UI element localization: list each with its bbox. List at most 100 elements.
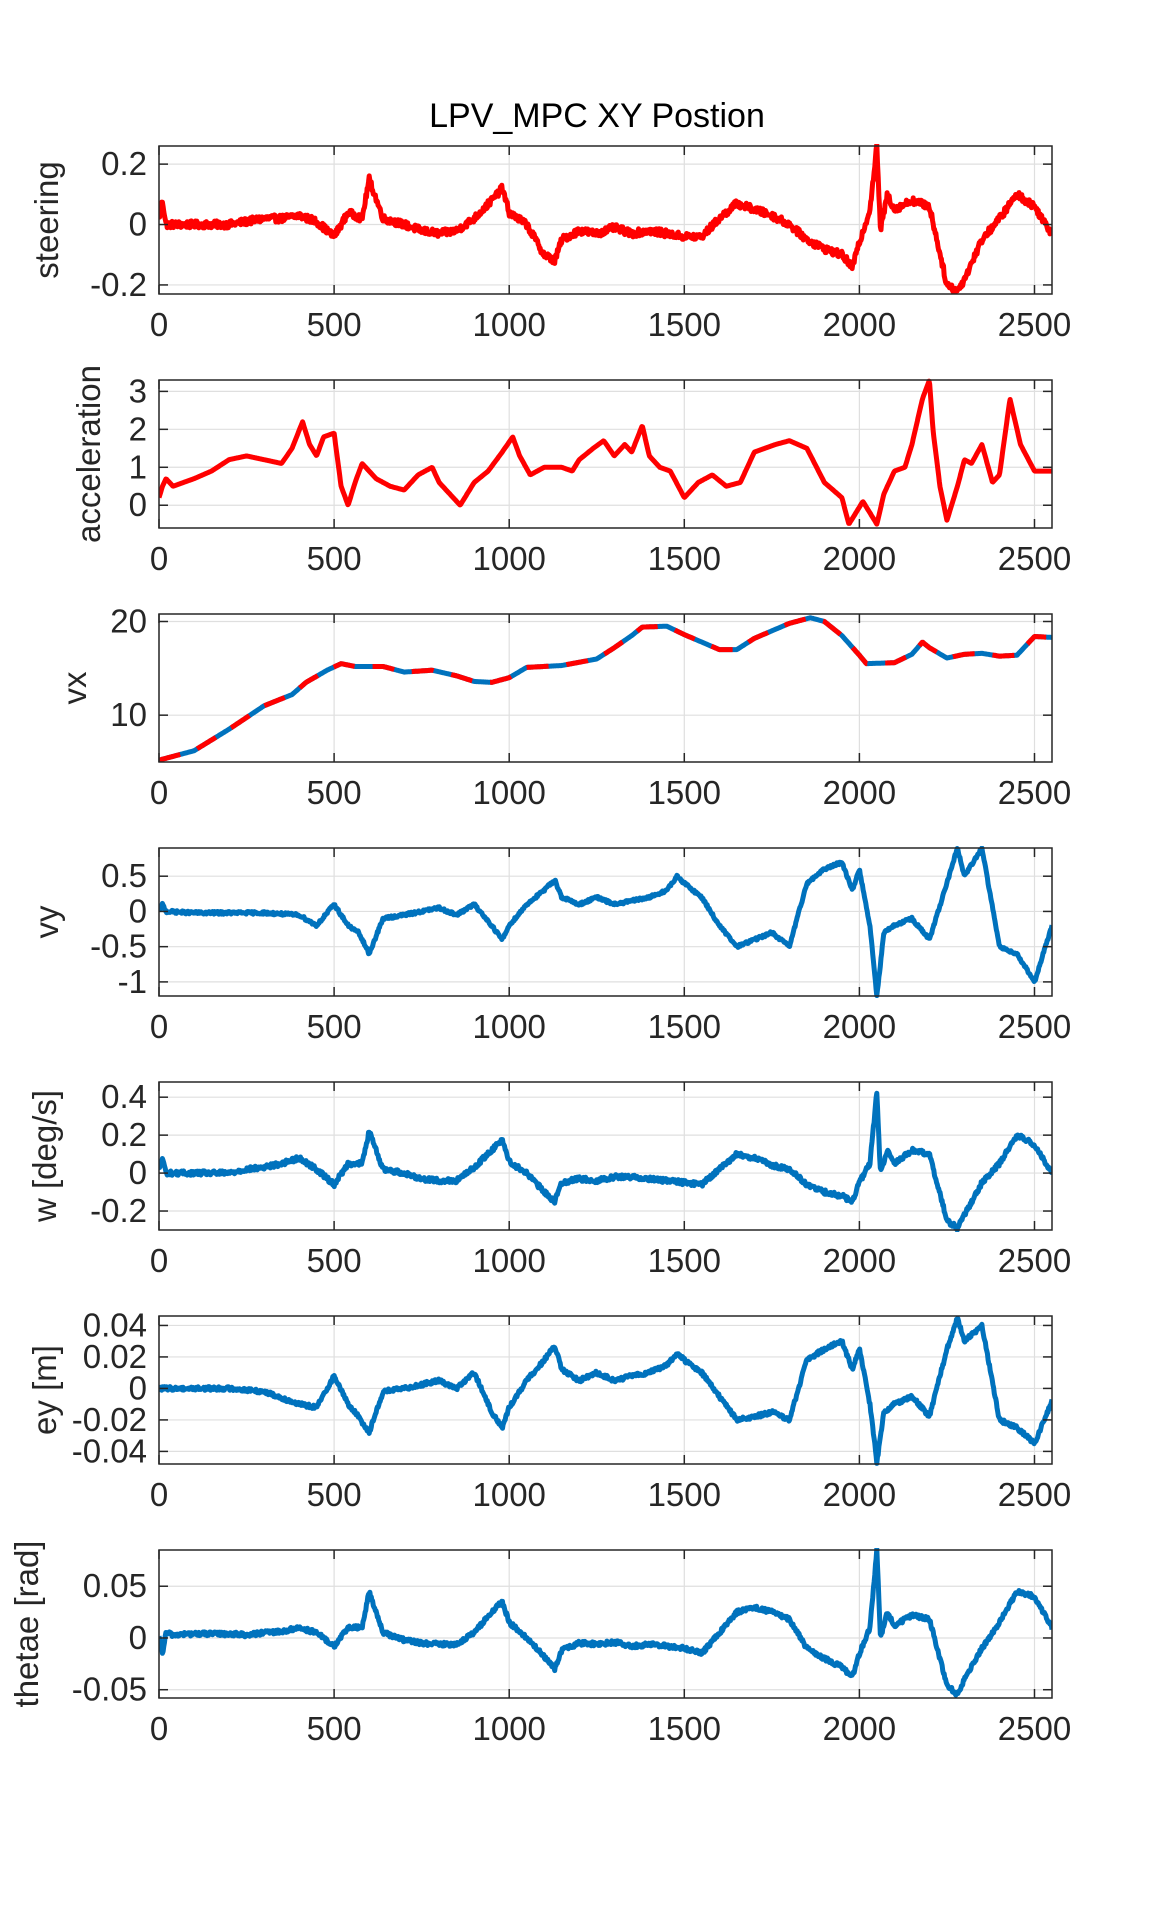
series-line-vx-reference (159, 615, 1052, 763)
x-tick-label: 2500 (998, 1008, 1071, 1045)
y-tick-label: 10 (110, 696, 147, 733)
y-tick-label: -0.5 (90, 928, 147, 965)
axes-box (158, 847, 1053, 997)
y-tick-label: 0 (129, 1154, 147, 1191)
x-tick-label: 2000 (823, 1476, 896, 1513)
y-tick-label: 0.05 (83, 1567, 147, 1604)
x-tick-label: 0 (150, 1008, 168, 1045)
x-tick-label: 1500 (648, 540, 721, 577)
series-line-ey (159, 1316, 1052, 1466)
y-tick-label: -1 (118, 963, 147, 1000)
y-tick-label: -0.2 (90, 1192, 147, 1229)
y-tick-label: 0 (129, 486, 147, 523)
y-axis-label: acceleration (70, 365, 107, 543)
x-tick-label: 500 (307, 1008, 362, 1045)
axes-box (158, 145, 1053, 295)
x-tick-label: 2000 (823, 540, 896, 577)
x-tick-label: 0 (150, 306, 168, 343)
y-tick-label: 3 (129, 372, 147, 409)
x-tick-label: 2000 (823, 306, 896, 343)
y-tick-label: -0.04 (72, 1432, 147, 1469)
plot-area (159, 848, 1052, 996)
y-tick-label: 1 (129, 448, 147, 485)
y-axis-label: ey [m] (26, 1345, 63, 1435)
y-axis-label: w [deg/s] (26, 1090, 63, 1223)
series-line-steering (159, 144, 1052, 295)
subplot-vx: 0 500 1000 1500 2000 2500 10 20 vx (56, 602, 1071, 811)
x-tick-label: 1000 (472, 1476, 545, 1513)
x-tick-label: 1500 (648, 1476, 721, 1513)
y-tick-label: 0 (129, 1369, 147, 1406)
y-tick-label: -0.05 (72, 1671, 147, 1708)
y-axis-label: thetae [rad] (8, 1541, 45, 1708)
y-tick-label: 2 (129, 410, 147, 447)
subplot-vy: 0 500 1000 1500 2000 2500-1-0.500.5vy (28, 846, 1071, 1045)
y-tick-label: 0.2 (101, 145, 147, 182)
y-tick-label: 20 (110, 602, 147, 639)
y-tick-label: 0.4 (101, 1078, 147, 1115)
x-tick-label: 1500 (648, 1008, 721, 1045)
x-tick-label: 500 (307, 306, 362, 343)
x-tick-label: 2500 (998, 540, 1071, 577)
axes-box (158, 379, 1053, 529)
axes-box (158, 1315, 1053, 1465)
y-axis-label: vx (56, 671, 93, 705)
series-line-w (159, 1090, 1052, 1232)
x-tick-label: 0 (150, 774, 168, 811)
x-tick-label: 1500 (648, 1710, 721, 1747)
y-tick-label: 0 (129, 1619, 147, 1656)
x-tick-label: 2500 (998, 1242, 1071, 1279)
series-line-vy (159, 846, 1052, 998)
y-tick-label: 0.5 (101, 857, 147, 894)
series-line-thetae (159, 1548, 1052, 1698)
x-tick-label: 500 (307, 774, 362, 811)
x-tick-label: 2000 (823, 1008, 896, 1045)
x-tick-label: 1000 (472, 1242, 545, 1279)
y-tick-label: -0.2 (90, 266, 147, 303)
x-tick-label: 0 (150, 1710, 168, 1747)
plot-area (159, 1550, 1052, 1698)
y-tick-label: 0 (129, 892, 147, 929)
x-tick-label: 500 (307, 540, 362, 577)
x-tick-label: 1000 (472, 1710, 545, 1747)
x-tick-label: 2500 (998, 774, 1071, 811)
x-tick-label: 500 (307, 1710, 362, 1747)
x-tick-label: 2500 (998, 306, 1071, 343)
x-tick-label: 0 (150, 1242, 168, 1279)
y-axis-label: steering (28, 161, 65, 278)
y-tick-label: -0.02 (72, 1401, 147, 1438)
axes-box (158, 1549, 1053, 1699)
y-axis-label: vy (28, 905, 65, 939)
x-tick-label: 2000 (823, 1710, 896, 1747)
axes-box (158, 613, 1053, 763)
subplot-ey: 0 500 1000 1500 2000 2500-0.04-0.0200.020.04e… (26, 1306, 1071, 1513)
plot-area (159, 380, 1052, 528)
x-tick-label: 1500 (648, 774, 721, 811)
x-tick-label: 1000 (472, 774, 545, 811)
x-tick-label: 1000 (472, 1008, 545, 1045)
x-tick-label: 1000 (472, 306, 545, 343)
x-tick-label: 0 (150, 540, 168, 577)
x-tick-label: 2500 (998, 1476, 1071, 1513)
x-tick-label: 2500 (998, 1710, 1071, 1747)
y-tick-label: 0 (129, 206, 147, 243)
x-tick-label: 2000 (823, 1242, 896, 1279)
plot-area (159, 614, 1052, 762)
series-line-acceleration (159, 378, 1052, 527)
x-tick-label: 0 (150, 1476, 168, 1513)
subplot-w: 0 500 1000 1500 2000 2500-0.200.20.4w [deg/s] (26, 1078, 1071, 1279)
x-tick-label: 1500 (648, 1242, 721, 1279)
plot-area (159, 146, 1052, 294)
y-tick-label: 0.04 (83, 1306, 147, 1343)
plot-area (159, 1316, 1052, 1464)
y-tick-label: 0.2 (101, 1116, 147, 1153)
x-tick-label: 500 (307, 1242, 362, 1279)
chart-title: LPV_MPC XY Postion (429, 97, 765, 135)
x-tick-label: 2000 (823, 774, 896, 811)
x-tick-label: 1500 (648, 306, 721, 343)
axes-box (158, 1081, 1053, 1231)
